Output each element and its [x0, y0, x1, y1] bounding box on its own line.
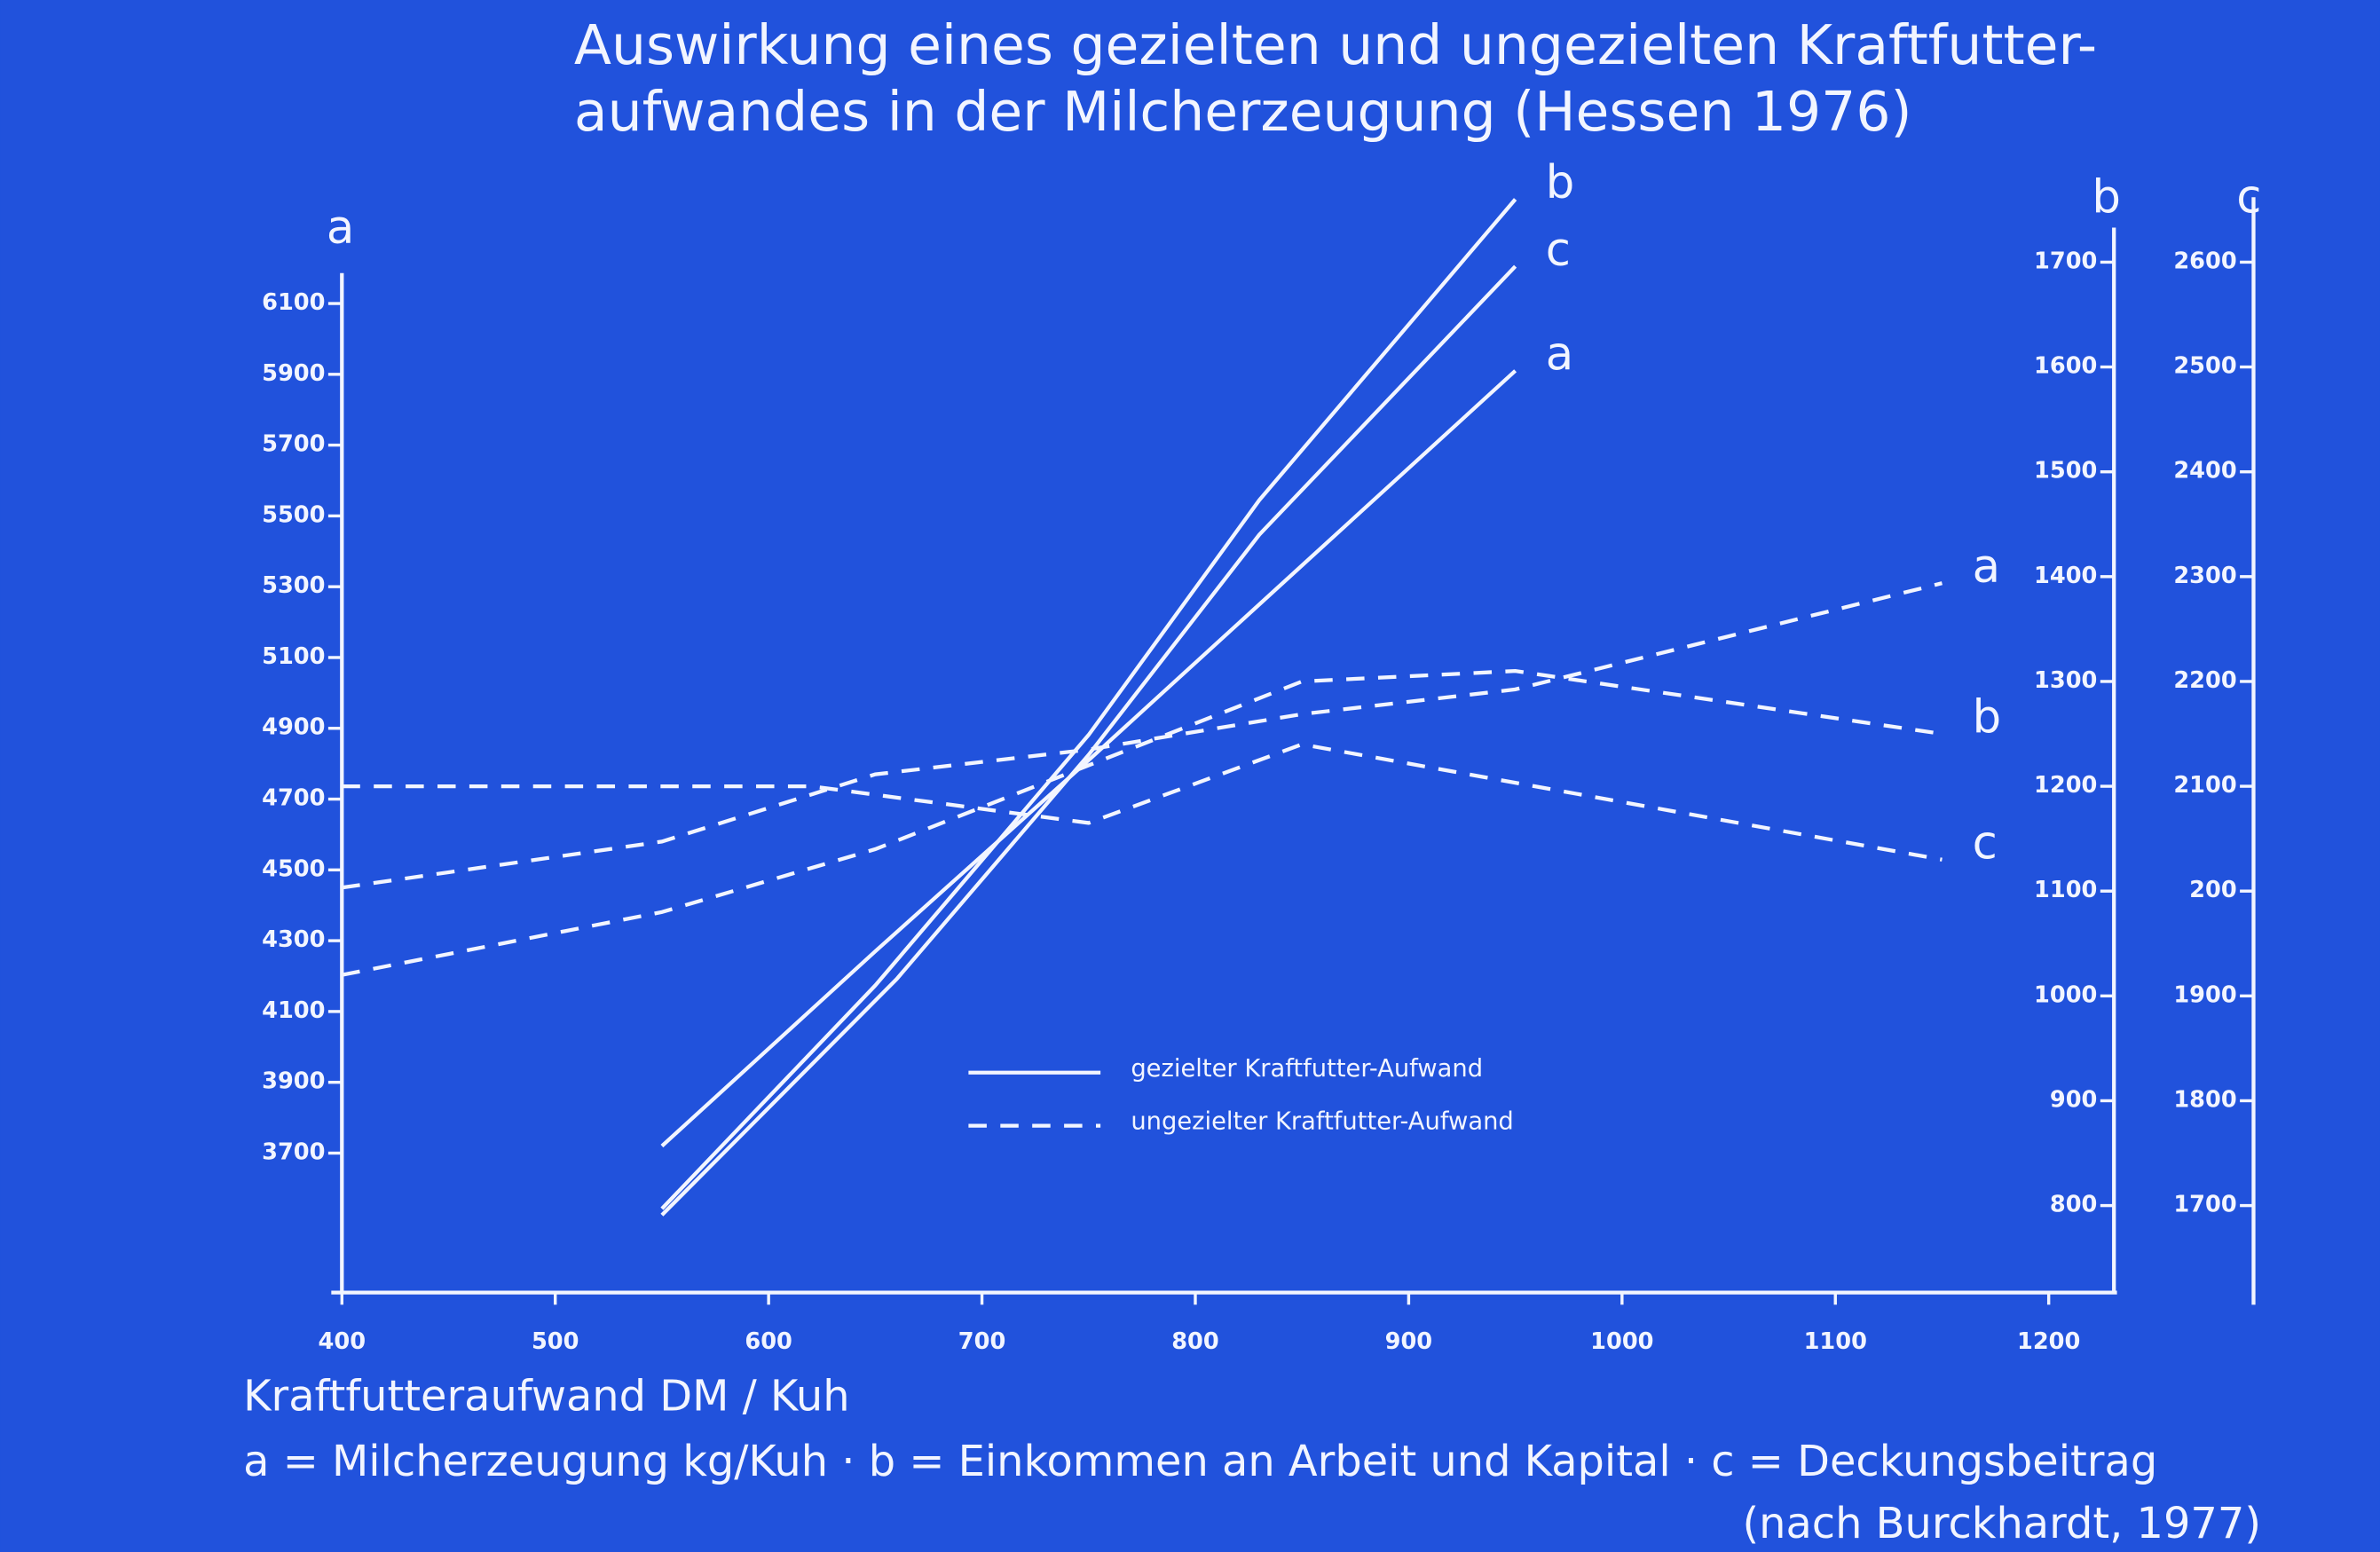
y-tick-label: 1300: [2034, 667, 2097, 694]
y-tick-label: 5300: [262, 572, 325, 599]
y-tick-label: 900: [2050, 1086, 2098, 1113]
y-tick-label: 2400: [2173, 458, 2236, 485]
y-tick-label: 6100: [262, 289, 325, 316]
x-tick-label: 800: [1171, 1328, 1218, 1355]
series-label: c: [1546, 224, 1571, 277]
x-tick-label: 700: [958, 1328, 1006, 1355]
y-tick-label: 2200: [2173, 667, 2236, 694]
series-label: c: [1973, 816, 1998, 870]
note: a = Milcherzeugung kg/Kuh · b = Einkomme…: [243, 1438, 2157, 1486]
series-line: [341, 668, 1943, 977]
source: (nach Burckhardt, 1977): [1742, 1500, 2261, 1548]
y2-axis-label: b: [2092, 171, 2121, 225]
y-tick-label: 5500: [262, 501, 325, 528]
y-tick-label: 1400: [2034, 563, 2097, 589]
legend-label: gezielter Kraftfutter-Aufwand: [1131, 1055, 1483, 1083]
y-tick-label: 2100: [2173, 772, 2236, 799]
y-tick-label: 800: [2050, 1192, 2098, 1218]
y-tick-label: 1200: [2034, 772, 2097, 799]
y-tick-label: 1700: [2034, 248, 2097, 274]
series-label: a: [1546, 327, 1573, 381]
y-tick-label: 1100: [2034, 877, 2097, 903]
y-tick-label: 4500: [262, 855, 325, 882]
chart-title: aufwandes in der Milcherzeugung (Hessen …: [574, 80, 1912, 144]
x-tick-label: 900: [1385, 1328, 1433, 1355]
x-tick-label: 1000: [1590, 1328, 1653, 1355]
chart-title: Auswirkung eines gezielten und ungezielt…: [574, 13, 2097, 77]
legend-label: ungezielter Kraftfutter-Aufwand: [1131, 1108, 1513, 1136]
y-tick-label: 1700: [2173, 1192, 2236, 1218]
y-tick-label: 1800: [2173, 1086, 2236, 1113]
y-tick-label: 2500: [2173, 353, 2236, 380]
y-tick-label: 200: [2189, 877, 2237, 903]
y-tick-label: 4100: [262, 997, 325, 1024]
series-label: b: [1546, 156, 1575, 209]
y-tick-label: 4900: [262, 714, 325, 741]
y-tick-label: 2300: [2173, 563, 2236, 589]
series-line: [341, 581, 1943, 890]
y-tick-label: 5900: [262, 360, 325, 387]
y-tick-label: 3900: [262, 1068, 325, 1095]
x-tick-label: 1100: [1804, 1328, 1867, 1355]
y-tick-label: 4300: [262, 926, 325, 953]
x-axis-label: Kraftfutteraufwand DM / Kuh: [243, 1372, 849, 1421]
series-line: [660, 264, 1517, 1217]
y-tick-label: 2600: [2173, 248, 2236, 274]
y-tick-label: 5700: [262, 431, 325, 458]
y-tick-label: 5100: [262, 643, 325, 670]
y-tick-label: 3700: [262, 1138, 325, 1165]
x-tick-label: 400: [319, 1328, 366, 1355]
y3-axis-label: c: [2236, 171, 2261, 225]
y-tick-label: 1000: [2034, 981, 2097, 1008]
y-axis-label: a: [327, 201, 354, 255]
series-line: [660, 369, 1517, 1148]
x-tick-label: 600: [745, 1328, 792, 1355]
y-tick-label: 4700: [262, 785, 325, 812]
series-line: [342, 742, 1943, 862]
y-tick-label: 1500: [2034, 458, 2097, 485]
series-line: [660, 198, 1517, 1210]
series-label: b: [1973, 691, 2002, 744]
x-tick-label: 1200: [2017, 1328, 2080, 1355]
x-tick-label: 500: [532, 1328, 579, 1355]
y-tick-label: 1600: [2034, 353, 2097, 380]
series-label: a: [1973, 540, 2000, 594]
y-tick-label: 1900: [2173, 981, 2236, 1008]
